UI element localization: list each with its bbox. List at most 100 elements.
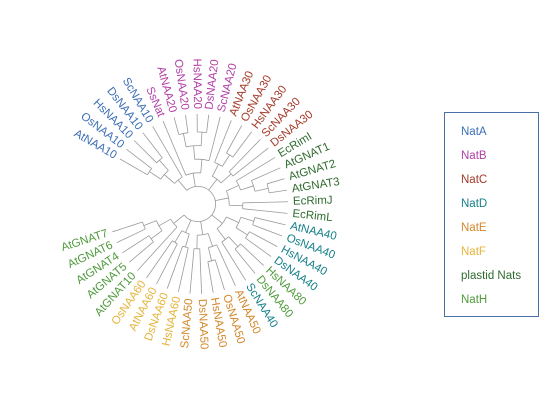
leaf-label-hsnaa20: HsNAA20 [191, 58, 204, 109]
branch-76 [211, 214, 223, 224]
branch-31 [232, 131, 252, 158]
branch-91 [166, 245, 184, 289]
branch-35 [211, 164, 219, 177]
branch-74 [216, 228, 226, 240]
branch-62 [249, 231, 278, 248]
branch-17 [182, 133, 187, 147]
branch-42 [236, 157, 276, 182]
branch-102 [122, 235, 150, 254]
branch-13 [162, 120, 187, 176]
branch-4 [133, 140, 157, 164]
legend-item-natc: NatC [461, 174, 488, 186]
branch-2 [147, 168, 152, 176]
branch-65 [235, 227, 248, 236]
branch-69 [234, 248, 256, 274]
branch-105 [116, 228, 146, 244]
branch-96 [172, 240, 178, 245]
branch-6 [156, 157, 163, 164]
branch-14 [173, 117, 180, 135]
branch-79 [207, 261, 214, 293]
branch-30 [226, 125, 243, 154]
branch-84 [199, 248, 202, 294]
branch-57 [215, 197, 229, 201]
branch-19 [206, 114, 210, 133]
leaf-label-ecrimj: EcRimJ [293, 195, 333, 208]
branch-97 [174, 230, 183, 243]
legend-item-nate: NatE [461, 222, 487, 234]
branch-101 [129, 241, 154, 263]
legend-item-natd: NatD [461, 198, 488, 210]
branch-11 [174, 176, 183, 184]
branch-48 [251, 180, 256, 192]
branch-71 [228, 236, 239, 247]
branch-28 [192, 173, 196, 187]
branch-9 [163, 174, 175, 184]
branch-51 [226, 184, 239, 192]
branch-61 [240, 216, 254, 222]
branch-24 [208, 116, 221, 161]
branch-107 [142, 221, 146, 230]
branch-52 [242, 201, 288, 204]
branch-83 [207, 233, 213, 247]
branch-44 [266, 178, 285, 185]
branch-103 [148, 235, 154, 243]
legend-item-natb: NatB [461, 150, 487, 162]
branch-3 [149, 171, 161, 180]
branch-43 [251, 167, 281, 181]
branch-67 [226, 216, 239, 223]
branch-7 [159, 159, 169, 171]
branch-90 [178, 247, 189, 292]
branch-108 [143, 220, 157, 226]
tree-branches [112, 114, 288, 294]
branch-81 [208, 247, 212, 261]
legend-item-nath: NatH [461, 294, 488, 306]
branch-39 [220, 173, 232, 184]
leaf-label-scnaa50: ScNAA50 [179, 298, 195, 349]
branch-109 [156, 220, 163, 231]
branch-66 [235, 217, 242, 228]
branch-5 [142, 132, 163, 159]
branch-58 [254, 217, 286, 226]
branch-100 [137, 226, 178, 271]
branch-63 [245, 237, 272, 257]
branch-41 [208, 179, 218, 191]
branch-110 [158, 218, 171, 227]
branch-85 [189, 248, 195, 294]
branch-93 [185, 233, 190, 248]
branch-112 [173, 214, 185, 224]
branch-21 [200, 132, 203, 146]
branch-72 [221, 241, 247, 281]
legend-item-plastid-nats: plastid Nats [461, 270, 522, 282]
branch-80 [207, 259, 216, 262]
branch-23 [193, 145, 196, 160]
branch-89 [200, 221, 204, 235]
branch-113 [183, 186, 216, 222]
leaf-label-ecriml: EcRimL [292, 208, 334, 224]
branch-95 [146, 240, 173, 279]
branch-45 [269, 189, 287, 194]
legend-box: NatA NatB NatC NatD NatE NatF plastid Nats NatH [444, 112, 539, 317]
branch-49 [240, 185, 254, 191]
branch-37 [232, 147, 269, 177]
branch-26 [200, 159, 203, 173]
leaf-label-dsnaa20: DsNAA20 [203, 59, 221, 111]
branch-70 [234, 243, 241, 250]
branch-53 [242, 208, 288, 214]
branch-77 [216, 244, 236, 287]
branch-99 [185, 219, 192, 233]
branch-1 [126, 148, 152, 169]
branch-10 [152, 126, 183, 178]
leaf-label-dsnaa50: DsNAA50 [196, 299, 210, 350]
branch-29 [214, 120, 232, 163]
branch-75 [216, 216, 227, 230]
branch-55 [229, 204, 243, 207]
branch-68 [240, 243, 264, 266]
branch-36 [228, 138, 261, 173]
branch-92 [182, 245, 189, 249]
branch-64 [245, 231, 250, 239]
branch-78 [214, 259, 225, 291]
branch-12 [177, 179, 188, 191]
branch-106 [112, 221, 143, 233]
